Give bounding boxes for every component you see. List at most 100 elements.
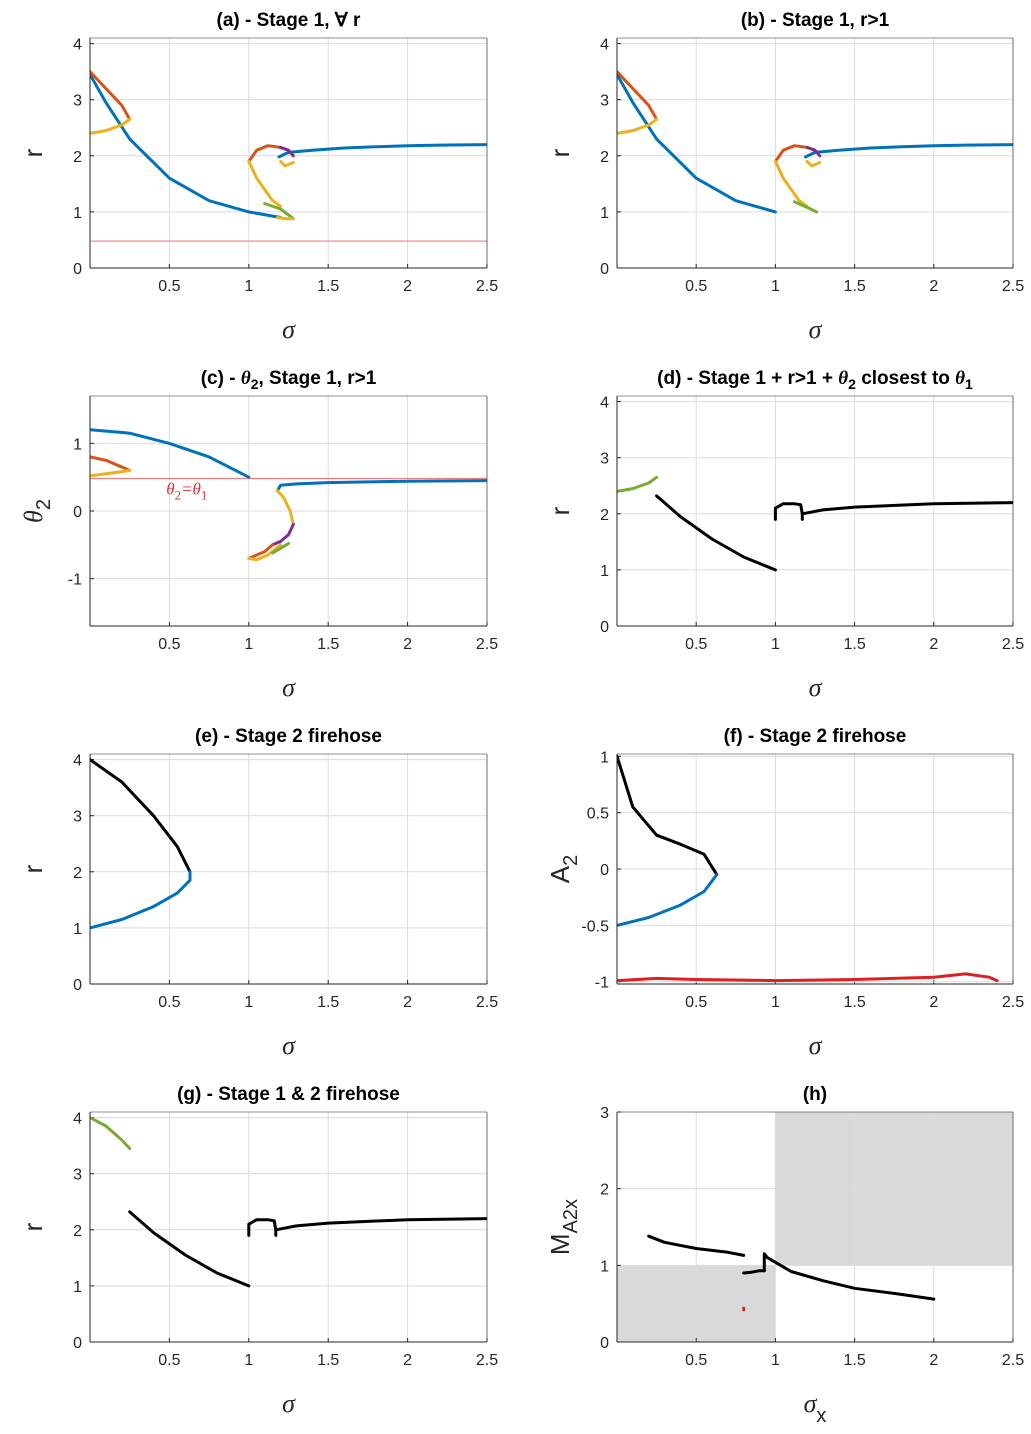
series-line-purple — [279, 145, 295, 158]
y-tick-label: 2 — [73, 149, 82, 166]
x-tick-label: 1 — [771, 1352, 780, 1369]
x-axis-label: σ — [282, 1389, 296, 1418]
y-axis-label: r — [18, 864, 48, 873]
series-line-orange — [90, 455, 132, 472]
x-axis-label: σ — [282, 673, 296, 702]
plot-area — [90, 754, 487, 984]
series-line-blue — [277, 143, 487, 159]
y-tick-label: 3 — [73, 93, 82, 110]
series-line-black — [742, 1269, 766, 1275]
x-axis-label: σ — [809, 1031, 823, 1060]
chart-d: 0.5 1 1.5 2 2.5 0 1 2 3 4 (d) - Stage 1 + r>1 + θ2… — [545, 368, 1024, 702]
series-line-black — [617, 754, 719, 877]
series-line-blue — [804, 143, 1013, 159]
y-tick-label: 1 — [600, 749, 609, 766]
y-axis-label: A2 — [545, 855, 582, 883]
series-line-blue — [90, 73, 283, 219]
y-axis-label: r — [18, 1222, 48, 1231]
y-tick-label: 2 — [73, 865, 82, 882]
y-tick-label: 3 — [73, 1167, 82, 1184]
x-tick-label: 1.5 — [317, 278, 339, 295]
series-line-green — [792, 200, 819, 214]
x-tick-label: 1 — [771, 278, 780, 295]
x-tick-label: 2.5 — [476, 636, 498, 653]
chart-title: (b) - Stage 1, r>1 — [741, 10, 890, 31]
y-tick-label: 0 — [73, 504, 82, 521]
y-tick-label: 1 — [600, 563, 609, 580]
series-line-orange — [247, 543, 275, 560]
x-tick-label: 1 — [244, 278, 253, 295]
series-line-green — [263, 202, 295, 221]
x-tick-label: 1 — [244, 636, 253, 653]
y-tick-label: 0 — [73, 261, 82, 278]
x-tick-label: 2.5 — [1002, 636, 1024, 653]
y-tick-label: 2 — [600, 507, 609, 524]
y-tick-label: 2 — [73, 1223, 82, 1240]
series-line-purple — [271, 523, 295, 547]
x-tick-label: 2 — [403, 994, 412, 1011]
series-line-purple — [805, 145, 822, 158]
series-line-yellow — [90, 468, 132, 478]
x-tick-label: 0.5 — [158, 1352, 180, 1369]
series-line-blue — [90, 428, 251, 479]
y-tick-label: 3 — [600, 93, 609, 110]
chart-e: 0.5 1 1.5 2 2.5 0 1 2 3 4 (e) - Stage 2 firehose σ r — [18, 726, 498, 1060]
x-tick-label: 2.5 — [1002, 278, 1024, 295]
x-tick-label: 2 — [403, 636, 412, 653]
series-line-yellow — [275, 216, 295, 221]
x-axis-label: σx — [804, 1389, 827, 1427]
x-tick-label: 0.5 — [685, 1352, 707, 1369]
y-axis-label: r — [545, 148, 575, 157]
chart-title: (c) - θ2, Stage 1, r>1 — [201, 368, 377, 392]
series-line-yellow — [617, 117, 659, 135]
x-tick-label: 2.5 — [476, 278, 498, 295]
y-tick-label: 0 — [600, 261, 609, 278]
x-tick-label: 2 — [929, 278, 938, 295]
y-tick-label: 1 — [73, 205, 82, 222]
series-line-yellow — [275, 489, 295, 526]
y-tick-label: 3 — [600, 451, 609, 468]
x-tick-label: 0.5 — [158, 636, 180, 653]
x-tick-label: 0.5 — [158, 278, 180, 295]
y-tick-label: 1 — [600, 205, 609, 222]
series-line-black — [800, 501, 1013, 516]
y-tick-label: 1 — [73, 1279, 82, 1296]
x-tick-label: 2 — [403, 1352, 412, 1369]
series-line-blue — [90, 870, 192, 930]
y-tick-label: 2 — [600, 149, 609, 166]
x-tick-label: 2 — [929, 1352, 938, 1369]
series-line-yellow — [805, 159, 822, 168]
x-tick-label: 0.5 — [685, 994, 707, 1011]
y-tick-label: 4 — [600, 395, 609, 412]
y-tick-label: 1 — [73, 921, 82, 938]
x-tick-label: 1 — [244, 1352, 253, 1369]
y-axis-label: MA2x — [545, 1199, 582, 1255]
y-tick-label: 0.5 — [587, 806, 609, 823]
series-line-orange — [247, 144, 283, 163]
y-tick-label: 0 — [73, 1335, 82, 1352]
x-tick-label: 1.5 — [843, 636, 865, 653]
series-line-orange — [617, 70, 659, 121]
y-tick-label: 2 — [600, 1182, 609, 1199]
x-tick-label: 2.5 — [1002, 1352, 1024, 1369]
x-tick-label: 2 — [929, 994, 938, 1011]
y-tick-label: 1 — [73, 436, 82, 453]
chart-b: 0.5 1 1.5 2 2.5 0 1 2 3 4 (b) - Stage 1, r>1 σ r — [545, 10, 1024, 344]
x-tick-label: 1 — [244, 994, 253, 1011]
series-line-orange — [90, 70, 132, 121]
x-axis-label: σ — [282, 1031, 296, 1060]
chart-c: 0.5 1 1.5 2 2.5 -1 0 1 θ2=θ1 (c) - θ2, Stage 1, r… — [19, 368, 498, 702]
series-line-green — [271, 542, 290, 555]
series-line-black — [799, 503, 804, 521]
y-tick-label: 4 — [600, 37, 609, 54]
y-tick-label: 0 — [600, 619, 609, 636]
x-tick-label: 1 — [771, 636, 780, 653]
chart-f: 0.5 1 1.5 2 2.5 -1 -0.5 0 0.5 1 (f) - Stage 2 fire… — [545, 726, 1024, 1060]
x-tick-label: 1.5 — [843, 278, 865, 295]
series-line-yellow — [247, 159, 283, 208]
chart-title: (d) - Stage 1 + r>1 + θ2 closest to θ1 — [657, 368, 973, 392]
x-tick-label: 1.5 — [317, 1352, 339, 1369]
chart-a: 0.5 1 1.5 2 2.5 0 1 2 3 4 (a) - Stage 1, ∀ r σ r — [18, 10, 498, 344]
series-line-black — [647, 1234, 746, 1257]
